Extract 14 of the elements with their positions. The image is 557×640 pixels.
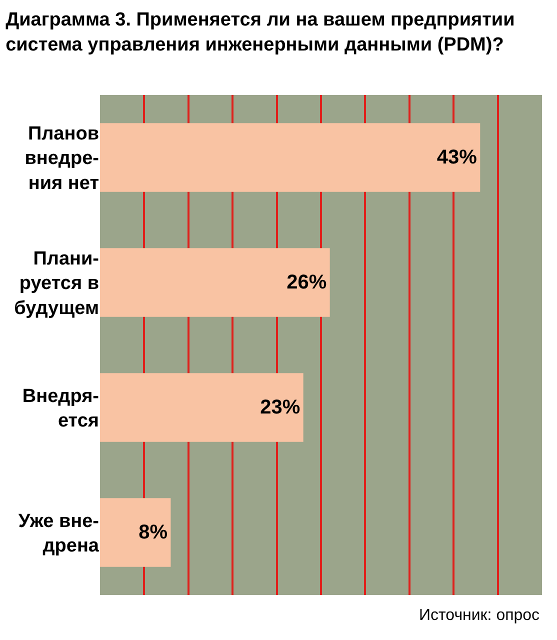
y-tick-label: Внедря- ется <box>22 386 99 432</box>
text: Источник: опрос <box>419 607 540 624</box>
bar <box>100 373 304 442</box>
bar <box>100 123 480 192</box>
data-label: 26% <box>286 272 327 294</box>
bar <box>100 248 330 317</box>
y-tick-label: Плани- руется в будущем <box>14 248 99 319</box>
data-label: 8% <box>138 522 168 544</box>
y-tick-label: Уже вне- дрена <box>18 510 100 556</box>
data-label: 43% <box>436 146 478 169</box>
y-tick-label: Планов внедре- ния нет <box>24 123 99 194</box>
chart-title: Диаграмма 3. Применяется ли на вашем предприятии система управления инженерными данными (PDM)? <box>6 10 515 56</box>
data-label: 23% <box>260 396 300 419</box>
bar <box>100 498 171 567</box>
